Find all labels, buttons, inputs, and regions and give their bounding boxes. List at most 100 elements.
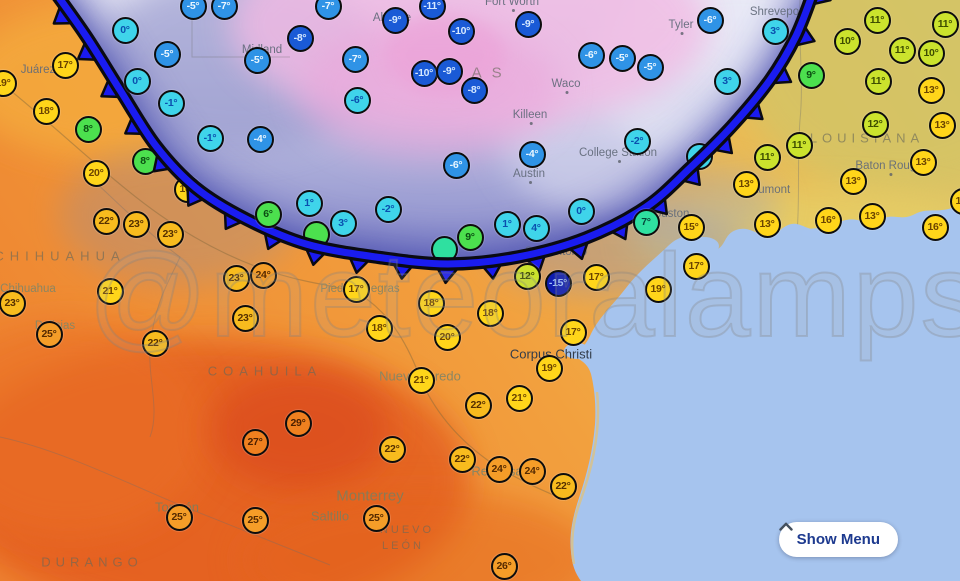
station-temp-marker: 16° bbox=[949, 187, 960, 215]
station-temp-marker: 15° bbox=[677, 213, 705, 241]
station-temp-marker: 0° bbox=[123, 67, 151, 95]
city-label: Waco bbox=[551, 78, 581, 95]
station-temp-marker: 24° bbox=[518, 457, 546, 485]
station-temp-marker: -5° bbox=[636, 53, 664, 81]
station-temp-marker: -8° bbox=[460, 76, 488, 104]
city-label: Tyler bbox=[668, 19, 694, 36]
station-temp-marker: -8° bbox=[286, 24, 314, 52]
station-temp-marker: -6° bbox=[577, 41, 605, 69]
station-temp-marker: 24° bbox=[249, 261, 277, 289]
station-temp-marker: 25° bbox=[165, 503, 193, 531]
station-temp-marker: 17° bbox=[582, 263, 610, 291]
station-temp-marker: 10° bbox=[833, 27, 861, 55]
station-temp-marker: 13° bbox=[909, 148, 937, 176]
station-temp-marker: 11° bbox=[931, 10, 959, 38]
station-temp-marker: 11° bbox=[864, 67, 892, 95]
station-temp-marker: -7° bbox=[210, 0, 238, 20]
station-temp-marker: 25° bbox=[362, 504, 390, 532]
station-temp-marker: 18° bbox=[476, 299, 504, 327]
station-temp-marker: -1° bbox=[157, 89, 185, 117]
station-temp-marker: 25° bbox=[35, 320, 63, 348]
station-temp-marker: 9° bbox=[456, 223, 484, 251]
station-temp-marker: 13° bbox=[753, 210, 781, 238]
station-temp-marker: 22° bbox=[549, 472, 577, 500]
city-label: Corpus Christi bbox=[509, 346, 593, 362]
station-temp-marker: 18° bbox=[32, 97, 60, 125]
station-temp-marker: 11° bbox=[785, 131, 813, 159]
station-temp-marker: 19° bbox=[0, 69, 17, 97]
station-temp-marker: 13° bbox=[858, 202, 886, 230]
city-label: Saltillo bbox=[310, 508, 350, 524]
station-temp-marker: -7° bbox=[341, 45, 369, 73]
station-temp-marker: 11° bbox=[753, 143, 781, 171]
station-temp-marker: 9° bbox=[797, 61, 825, 89]
state-label: LOUISIANA bbox=[809, 130, 925, 146]
station-temp-marker: 24° bbox=[485, 455, 513, 483]
station-temp-marker: 22° bbox=[448, 445, 476, 473]
station-temp-marker: 17° bbox=[559, 318, 587, 346]
station-temp-marker: 3° bbox=[713, 67, 741, 95]
station-temp-marker: 20° bbox=[433, 323, 461, 351]
city-label: Baton Rouge bbox=[855, 160, 923, 177]
station-temp-marker: 6° bbox=[254, 200, 282, 228]
station-temp-marker: 22° bbox=[141, 329, 169, 357]
state-label: COAHUILA bbox=[207, 363, 323, 379]
station-temp-marker: 17° bbox=[682, 252, 710, 280]
city-label: Fort Worth bbox=[485, 0, 539, 13]
station-temp-marker: 21° bbox=[505, 384, 533, 412]
station-temp-marker: 26° bbox=[490, 552, 518, 580]
station-temp-marker: -9° bbox=[381, 6, 409, 34]
station-temp-marker: 18° bbox=[365, 314, 393, 342]
station-temp-marker: 13° bbox=[928, 111, 956, 139]
station-temp-marker: -6° bbox=[442, 151, 470, 179]
station-temp-marker: 11° bbox=[888, 36, 916, 64]
station-temp-marker: 13° bbox=[732, 170, 760, 198]
galveston-bay bbox=[689, 237, 719, 255]
station-temp-marker: -9° bbox=[435, 57, 463, 85]
station-temp-marker: 19° bbox=[535, 354, 563, 382]
station-temp-marker: 18° bbox=[417, 289, 445, 317]
city-label: Shreveport bbox=[749, 6, 807, 18]
station-temp-marker: -2° bbox=[374, 195, 402, 223]
station-temp-marker: -15° bbox=[544, 269, 572, 297]
station-temp-marker: -2° bbox=[623, 127, 651, 155]
station-temp-marker: 4° bbox=[522, 214, 550, 242]
station-temp-marker: 22° bbox=[92, 207, 120, 235]
state-label: LEÓN bbox=[382, 540, 424, 552]
city-label: Killeen bbox=[512, 109, 548, 126]
station-temp-marker: 19° bbox=[644, 275, 672, 303]
station-temp-marker: 13° bbox=[839, 167, 867, 195]
station-temp-marker: 16° bbox=[921, 213, 949, 241]
station-temp-marker: 12° bbox=[513, 262, 541, 290]
station-temp-marker: 12° bbox=[861, 110, 889, 138]
station-temp-marker: 11° bbox=[863, 6, 891, 34]
station-temp-marker: 23° bbox=[0, 289, 26, 317]
station-temp-marker: -5° bbox=[153, 40, 181, 68]
station-temp-marker: 22° bbox=[378, 435, 406, 463]
station-temp-marker: -5° bbox=[243, 46, 271, 74]
barrier-island bbox=[571, 391, 600, 565]
station-temp-marker: 21° bbox=[96, 277, 124, 305]
station-temp-marker: -5° bbox=[608, 44, 636, 72]
station-temp-marker: 3° bbox=[761, 17, 789, 45]
station-temp-marker: 21° bbox=[407, 366, 435, 394]
station-temp-marker: 1° bbox=[295, 189, 323, 217]
station-temp-marker: 10° bbox=[917, 39, 945, 67]
station-temp-marker: -5° bbox=[179, 0, 207, 20]
station-temp-marker: 20° bbox=[82, 159, 110, 187]
station-temp-marker: 29° bbox=[284, 409, 312, 437]
city-label: Monterrey bbox=[336, 487, 404, 505]
state-label: DURANGO bbox=[41, 554, 143, 570]
city-label: Austin bbox=[513, 168, 545, 185]
station-temp-marker: -6° bbox=[343, 86, 371, 114]
station-temp-marker: 0° bbox=[567, 197, 595, 225]
station-temp-marker: 23° bbox=[156, 220, 184, 248]
station-temp-marker: 27° bbox=[241, 428, 269, 456]
station-temp-marker: 1° bbox=[493, 210, 521, 238]
station-temp-marker: 13° bbox=[917, 76, 945, 104]
station-temp-marker: 17° bbox=[342, 275, 370, 303]
show-menu-button[interactable]: Show Menu bbox=[778, 522, 898, 557]
